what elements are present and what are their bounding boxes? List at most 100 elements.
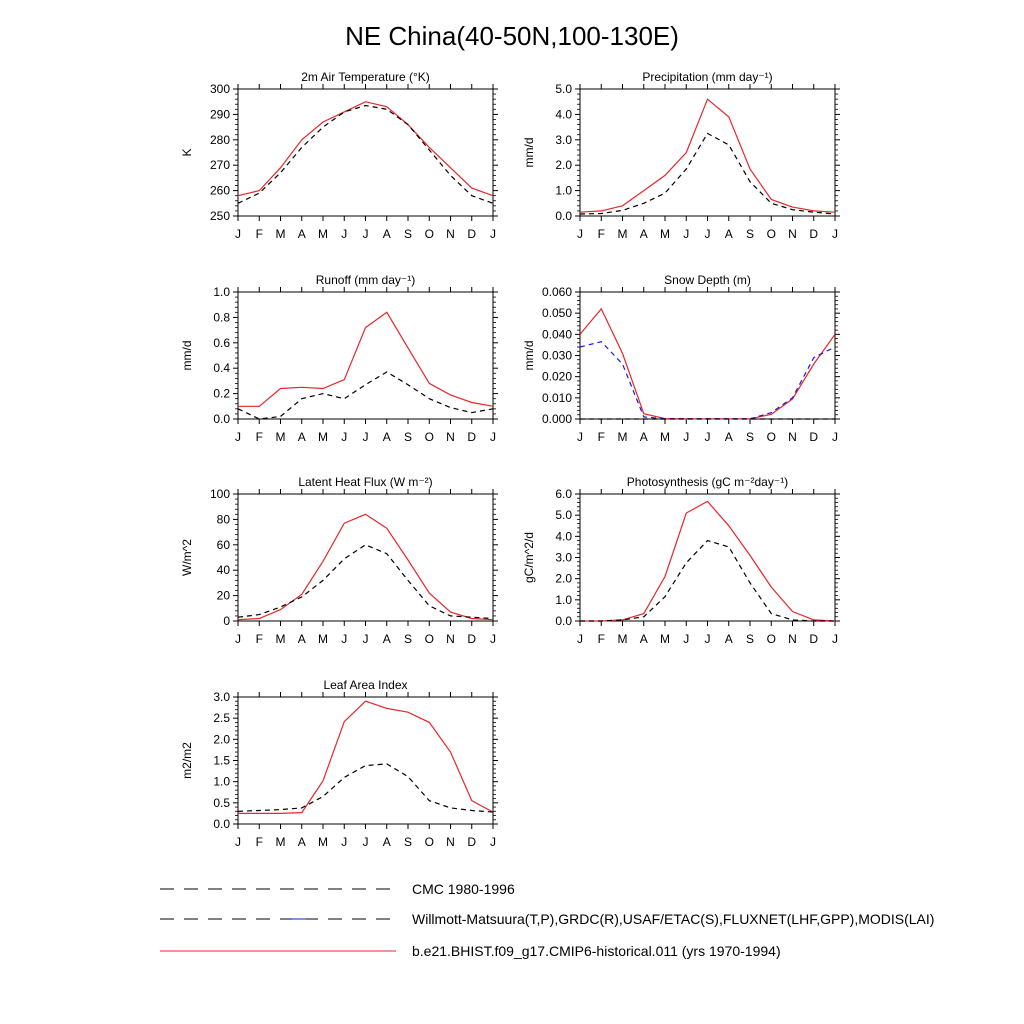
y-tick-label: 0.0 (555, 614, 572, 628)
series-line-solid-red (238, 700, 494, 815)
y-tick-label: 0.020 (542, 370, 572, 384)
x-tick-label: M (660, 632, 670, 646)
plot-frame (579, 88, 836, 217)
y-tick-label: 1.0 (555, 184, 572, 198)
panel-title: Snow Depth (m) (664, 273, 751, 287)
y-tick-label: 1.0 (213, 775, 230, 789)
y-tick-label: 3.0 (555, 133, 572, 147)
x-tick-label: M (276, 632, 286, 646)
x-tick-label: J (577, 430, 583, 444)
x-tick-label: A (725, 227, 733, 241)
series-line-dash-black (237, 763, 494, 813)
plot-frame (237, 88, 494, 217)
panel-title: Latent Heat Flux (W m⁻²) (298, 475, 432, 489)
y-tick-label: 60 (217, 538, 231, 552)
x-tick-label: M (618, 632, 628, 646)
panel-title: Precipitation (mm day⁻¹) (642, 70, 772, 84)
x-tick-label: A (640, 632, 648, 646)
x-tick-label: A (298, 430, 306, 444)
y-tick-label: 0.040 (542, 327, 572, 341)
x-tick-label: O (767, 227, 776, 241)
x-tick-label: J (705, 632, 711, 646)
x-tick-label: D (467, 227, 476, 241)
y-tick-label: 1.0 (555, 593, 572, 607)
y-tick-label: 300 (210, 82, 230, 96)
x-tick-label: J (832, 632, 838, 646)
x-tick-label: S (746, 430, 754, 444)
x-tick-label: J (363, 227, 369, 241)
y-axis-label: gC/m^2/d (522, 532, 536, 583)
x-tick-label: A (298, 632, 306, 646)
x-tick-label: S (746, 227, 754, 241)
x-tick-label: D (809, 227, 818, 241)
y-tick-label: 0.0 (213, 412, 230, 426)
x-tick-label: S (404, 430, 412, 444)
series-line-solid-red (237, 513, 494, 621)
x-tick-label: A (383, 227, 391, 241)
chart-panel-photosynthesis: Photosynthesis (gC m⁻²day⁻¹) gC/m^2/d 0.0 1… (522, 475, 840, 646)
series-line-solid-red (579, 307, 836, 420)
y-axis-label: K (180, 148, 194, 156)
y-tick-label: 0 (223, 614, 230, 628)
y-tick-label: 280 (210, 133, 230, 147)
x-tick-label: J (577, 227, 583, 241)
x-tick-label: M (318, 430, 328, 444)
y-tick-label: 0.0 (213, 817, 230, 831)
y-tick-label: 0.000 (542, 412, 572, 426)
x-tick-label: M (318, 227, 328, 241)
x-tick-label: D (467, 835, 476, 849)
figure-title: NE China(40-50N,100-130E) (345, 21, 679, 51)
y-tick-label: 5.0 (555, 82, 572, 96)
y-tick-label: 40 (217, 563, 231, 577)
x-tick-label: M (318, 835, 328, 849)
y-tick-label: 0.0 (555, 209, 572, 223)
chart-panel-runoff: Runoff (mm day⁻¹) mm/d 0.0 0.2 0.4 0.6 0.8 1.0 J… (180, 273, 498, 444)
y-axis-label: mm/d (522, 341, 536, 371)
x-tick-label: J (683, 227, 689, 241)
plot-frame (579, 291, 836, 420)
panel-title: Photosynthesis (gC m⁻²day⁻¹) (627, 475, 788, 489)
y-tick-label: 2.5 (213, 711, 230, 725)
x-tick-label: J (235, 430, 241, 444)
x-tick-label: N (788, 632, 797, 646)
x-tick-label: F (256, 632, 263, 646)
x-tick-label: M (660, 227, 670, 241)
x-tick-label: A (725, 632, 733, 646)
x-tick-label: J (235, 227, 241, 241)
y-tick-label: 80 (217, 512, 231, 526)
x-tick-label: J (490, 632, 496, 646)
x-tick-label: M (276, 835, 286, 849)
x-tick-label: A (640, 430, 648, 444)
chart-panel-air-temperature: 2m Air Temperature (°K) K 250 260 270 280 290 3… (180, 70, 498, 241)
x-tick-label: J (683, 632, 689, 646)
series-line-solid-red (238, 311, 494, 407)
series-line-dash-blue (579, 341, 836, 420)
x-tick-label: N (446, 430, 455, 444)
legend: CMC 1980-1996 Willmott-Matsuura(T,P),GRD… (160, 881, 934, 959)
series-line-dash-black (237, 544, 494, 620)
y-tick-label: 0.030 (542, 349, 572, 363)
x-tick-label: F (256, 835, 263, 849)
x-tick-label: J (363, 430, 369, 444)
x-tick-label: N (788, 430, 797, 444)
plot-frame (237, 493, 494, 622)
chart-panel-precipitation: Precipitation (mm day⁻¹) mm/d 0.0 1.0 2.0 3.0… (522, 70, 840, 241)
x-tick-label: M (318, 632, 328, 646)
y-tick-label: 0.4 (213, 361, 230, 375)
y-tick-label: 250 (210, 209, 230, 223)
x-tick-label: S (404, 835, 412, 849)
y-tick-label: 0.060 (542, 285, 572, 299)
x-tick-label: S (404, 227, 412, 241)
y-tick-label: 270 (210, 158, 230, 172)
x-tick-label: D (809, 430, 818, 444)
y-tick-label: 260 (210, 184, 230, 198)
x-tick-label: F (256, 227, 263, 241)
x-tick-label: N (446, 632, 455, 646)
x-tick-label: D (467, 632, 476, 646)
y-tick-label: 4.0 (555, 107, 572, 121)
panel-title: Runoff (mm day⁻¹) (316, 273, 415, 287)
x-tick-label: M (618, 430, 628, 444)
x-tick-label: A (640, 227, 648, 241)
x-tick-label: A (383, 835, 391, 849)
